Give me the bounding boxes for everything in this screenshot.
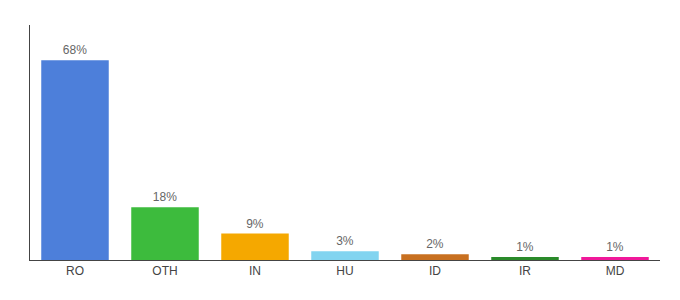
svg-text:HU: HU xyxy=(336,264,353,278)
svg-text:IR: IR xyxy=(519,264,531,278)
svg-text:3%: 3% xyxy=(336,234,354,248)
svg-text:68%: 68% xyxy=(63,43,87,57)
svg-text:ID: ID xyxy=(429,264,441,278)
svg-text:RO: RO xyxy=(66,264,84,278)
svg-text:IN: IN xyxy=(249,264,261,278)
svg-text:1%: 1% xyxy=(516,240,534,254)
svg-text:2%: 2% xyxy=(426,237,444,251)
svg-text:9%: 9% xyxy=(246,217,264,231)
svg-text:OTH: OTH xyxy=(152,264,177,278)
svg-text:1%: 1% xyxy=(606,240,624,254)
svg-text:MD: MD xyxy=(606,264,625,278)
svg-text:18%: 18% xyxy=(153,190,177,204)
